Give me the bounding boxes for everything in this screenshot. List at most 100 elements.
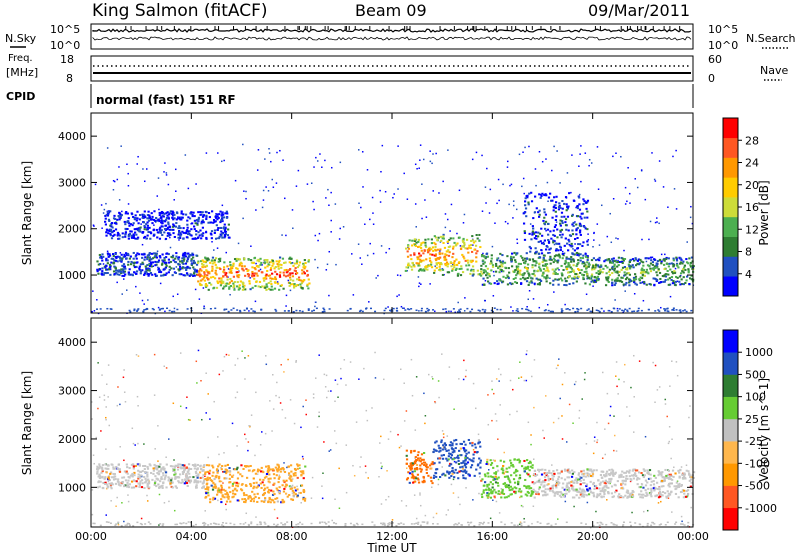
echo-cell <box>289 464 293 467</box>
echo-cell <box>138 218 141 221</box>
scatter-cell <box>516 410 518 413</box>
echo-cell <box>515 281 519 284</box>
echo-cell <box>275 260 278 263</box>
echo-cell <box>632 278 636 281</box>
echo-cell <box>491 264 495 267</box>
echo-cell <box>288 276 292 279</box>
echo-cell <box>199 273 202 276</box>
colorbar-cell <box>723 177 738 198</box>
scatter-cell <box>371 521 374 523</box>
scatter-cell <box>623 363 626 366</box>
echo-cell <box>147 219 151 222</box>
scatter-cell <box>365 409 368 412</box>
nsky-tick-top: 10^5 <box>50 23 80 36</box>
echo-cell <box>436 248 439 251</box>
echo-cell <box>160 219 163 222</box>
echo-cell <box>107 476 110 479</box>
echo-cell <box>260 261 263 264</box>
echo-cell <box>552 229 555 232</box>
scatter-cell <box>531 375 533 378</box>
echo-cell <box>210 484 213 487</box>
echo-cell <box>185 475 189 478</box>
echo-cell <box>459 470 462 473</box>
scatter-cell <box>406 308 409 310</box>
echo-cell <box>194 479 197 482</box>
echo-cell <box>110 225 113 228</box>
echo-cell <box>288 273 291 276</box>
echo-cell <box>183 254 186 257</box>
echo-cell <box>172 267 176 270</box>
scatter-cell <box>444 226 447 229</box>
echo-cell <box>96 260 99 263</box>
scatter-cell <box>148 480 150 482</box>
scatter-cell <box>268 147 270 150</box>
echo-cell <box>535 250 538 253</box>
echo-cell <box>586 199 590 202</box>
scatter-cell <box>621 309 624 312</box>
echo-cell <box>241 267 244 270</box>
scatter-cell <box>118 199 121 201</box>
echo-cell <box>249 496 252 499</box>
echo-cell <box>177 480 180 483</box>
echo-cell <box>439 261 443 264</box>
scatter-cell <box>406 198 409 200</box>
echo-cell <box>556 228 559 231</box>
scatter-cell <box>371 196 374 199</box>
echo-cell <box>433 271 436 274</box>
echo-cell <box>267 466 271 469</box>
scatter-cell <box>286 466 288 469</box>
echo-cell <box>124 479 128 482</box>
scatter-cell <box>323 373 326 376</box>
echo-cell <box>266 261 269 264</box>
echo-cell <box>103 483 107 486</box>
echo-cell <box>476 250 479 253</box>
echo-cell <box>488 282 491 285</box>
echo-cell <box>223 477 226 480</box>
echo-cell <box>290 479 293 482</box>
scatter-cell <box>432 190 434 192</box>
echo-cell <box>569 266 572 269</box>
scatter-cell <box>245 190 247 193</box>
echo-cell <box>179 227 182 230</box>
echo-cell <box>146 467 150 470</box>
scatter-cell <box>271 178 274 181</box>
echo-cell <box>167 221 170 224</box>
echo-cell <box>146 483 149 486</box>
echo-cell <box>199 229 202 232</box>
echo-cell <box>607 280 610 283</box>
echo-cell <box>204 473 207 476</box>
scatter-cell <box>242 217 244 220</box>
echo-cell <box>253 267 256 270</box>
scatter-cell <box>446 218 449 221</box>
scatter-cell <box>312 200 314 203</box>
echo-cell <box>127 273 130 276</box>
echo-cell <box>252 497 256 500</box>
scatter-cell <box>276 517 279 519</box>
echo-cell <box>299 279 302 282</box>
echo-cell <box>221 495 224 498</box>
echo-cell <box>277 467 280 470</box>
echo-cell <box>442 444 445 447</box>
scatter-cell <box>517 310 520 313</box>
echo-cell <box>265 283 268 286</box>
scatter-cell <box>671 438 673 441</box>
scatter-cell <box>681 520 683 523</box>
echo-cell <box>139 230 142 233</box>
echo-cell <box>131 236 134 239</box>
scatter-cell <box>491 245 494 248</box>
echo-cell <box>260 500 263 503</box>
echo-cell <box>519 269 522 272</box>
scatter-cell <box>283 371 285 373</box>
echo-cell <box>204 496 207 499</box>
echo-cell <box>151 222 154 225</box>
echo-cell <box>287 474 291 477</box>
echo-cell <box>406 250 409 253</box>
echo-cell <box>567 275 571 278</box>
scatter-cell <box>460 524 463 526</box>
echo-cell <box>483 283 486 286</box>
echo-cell <box>251 272 254 275</box>
scatter-cell <box>384 190 387 193</box>
echo-cell <box>501 262 504 265</box>
echo-cell <box>581 257 585 260</box>
echo-cell <box>181 478 184 481</box>
